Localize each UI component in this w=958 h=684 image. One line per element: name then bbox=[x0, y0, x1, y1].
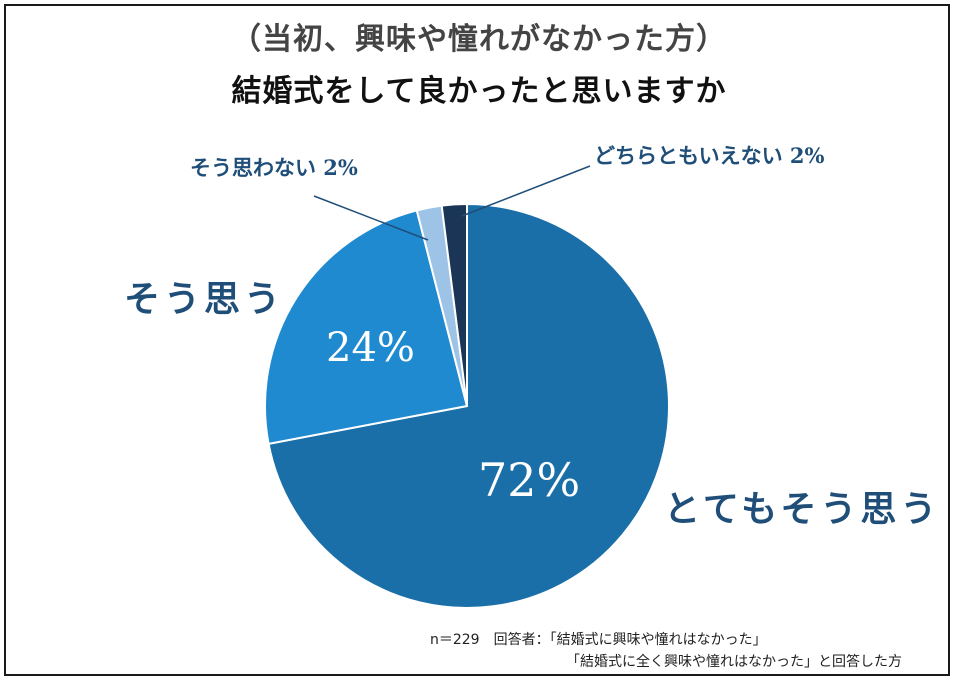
footnote-line2: 「結婚式に全く興味や憧れはなかった」と回答した方 bbox=[566, 654, 902, 670]
label-neutral: どちらともいえない 2% bbox=[594, 143, 825, 168]
label-disagree: そう思わない 2% bbox=[190, 155, 358, 180]
chart-frame bbox=[4, 4, 950, 676]
footnote-line1: n＝229 回答者：「結婚式に興味や憧れはなかった」 bbox=[430, 632, 767, 648]
pie-slice-0 bbox=[267, 202, 670, 609]
leader-line-neutral bbox=[461, 165, 591, 217]
pie-slice-3 bbox=[440, 202, 468, 407]
leader-line-disagree bbox=[313, 195, 429, 241]
pct-label-very: 72% bbox=[478, 453, 581, 507]
pct-label-agree: 24% bbox=[326, 325, 415, 371]
label-agree: そう思う bbox=[124, 278, 285, 320]
pie-slice-1 bbox=[264, 209, 469, 446]
pie-slices bbox=[264, 202, 670, 609]
chart-title: 結婚式をして良かったと思いますか bbox=[231, 74, 727, 109]
chart-subtitle: （当初、興味や憧れがなかった方） bbox=[231, 22, 727, 57]
label-very: とてもそう思う bbox=[664, 488, 941, 530]
